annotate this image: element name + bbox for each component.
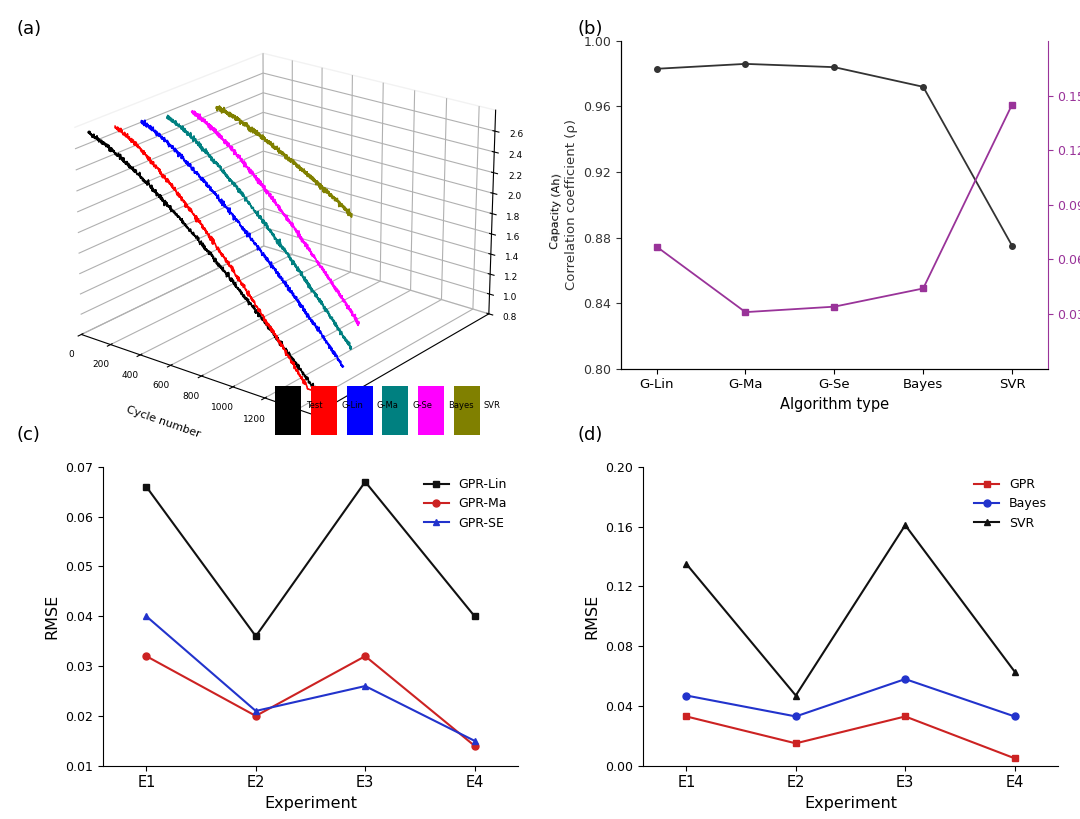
GPR-SE [249, 706, 262, 716]
Line: Bayes: Bayes [683, 676, 1018, 720]
X-axis label: Experiment: Experiment [264, 796, 357, 811]
SVR [789, 690, 802, 700]
Bayes [789, 712, 802, 722]
Text: (a): (a) [16, 20, 41, 38]
SVR [680, 559, 693, 569]
Text: G-Se: G-Se [413, 401, 433, 410]
GPR-Lin [140, 482, 153, 491]
Bar [347, 386, 373, 435]
SVR [1008, 667, 1021, 676]
Bayes [899, 674, 912, 684]
GPR-Ma [249, 711, 262, 721]
Bayes [1008, 712, 1021, 722]
Line: GPR-SE: GPR-SE [143, 613, 478, 744]
SVR [899, 520, 912, 530]
GPR-Ma [468, 741, 481, 751]
Legend: GPR, Bayes, SVR: GPR, Bayes, SVR [969, 473, 1052, 535]
Legend: GPR-Lin, GPR-Ma, GPR-SE: GPR-Lin, GPR-Ma, GPR-SE [419, 473, 512, 535]
Line: SVR: SVR [683, 522, 1018, 699]
GPR-SE [359, 681, 372, 691]
Bar [454, 386, 480, 435]
Text: G-Lin: G-Lin [341, 401, 363, 410]
GPR-Ma [359, 651, 372, 661]
Bar [275, 386, 301, 435]
GPR [680, 712, 693, 722]
Text: G-Ma: G-Ma [377, 401, 399, 410]
Bar [311, 386, 337, 435]
GPR-SE [468, 736, 481, 746]
Bar [382, 386, 408, 435]
Bar [418, 386, 444, 435]
Text: (d): (d) [578, 426, 603, 444]
GPR-SE [140, 611, 153, 622]
GPR [899, 712, 912, 722]
X-axis label: Algorithm type: Algorithm type [780, 397, 889, 412]
GPR [1008, 753, 1021, 763]
Text: Test: Test [306, 401, 322, 410]
Y-axis label: Correlation coefficient (ρ): Correlation coefficient (ρ) [565, 120, 578, 290]
Text: Bayes: Bayes [448, 401, 474, 410]
GPR-Ma [140, 651, 153, 661]
Line: GPR-Lin: GPR-Lin [143, 478, 478, 640]
GPR [789, 739, 802, 749]
Y-axis label: RMSE: RMSE [44, 594, 59, 639]
X-axis label: Cycle number: Cycle number [125, 405, 202, 440]
Line: GPR: GPR [683, 713, 1018, 762]
Text: (b): (b) [578, 20, 604, 38]
GPR-Lin [468, 611, 481, 622]
X-axis label: Experiment: Experiment [804, 796, 897, 811]
Bayes [680, 690, 693, 700]
GPR-Lin [359, 477, 372, 486]
Text: (c): (c) [16, 426, 40, 444]
GPR-Lin [249, 631, 262, 641]
Text: SVR: SVR [484, 401, 501, 410]
Line: GPR-Ma: GPR-Ma [143, 653, 478, 749]
Y-axis label: RMSE: RMSE [584, 594, 599, 639]
